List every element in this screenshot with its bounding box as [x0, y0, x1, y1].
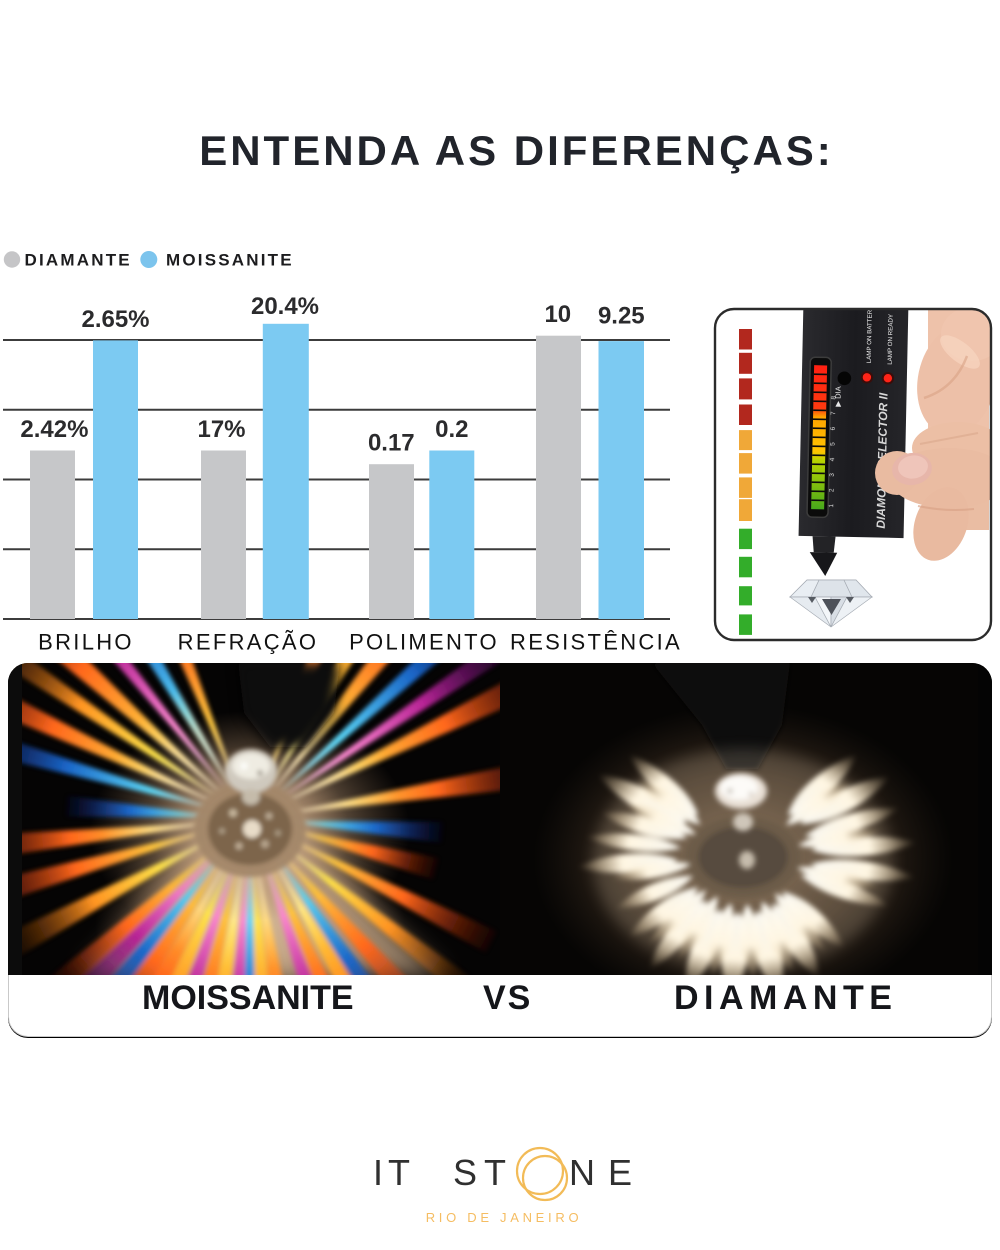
svg-text:REFRAÇÃO: REFRAÇÃO — [178, 630, 319, 655]
svg-text:10: 10 — [544, 301, 571, 328]
svg-text:MOISSANITE: MOISSANITE — [166, 251, 294, 270]
svg-text:T: T — [484, 1152, 506, 1193]
svg-text:1 2 3 4 5 6 7 8: 1 2 3 4 5 6 7 8 — [828, 391, 837, 508]
svg-text:I: I — [373, 1152, 383, 1193]
svg-text:S: S — [453, 1152, 477, 1193]
svg-text:DIAMANTE: DIAMANTE — [25, 251, 132, 270]
svg-text:RIO DE JANEIRO: RIO DE JANEIRO — [426, 1210, 583, 1225]
svg-text:20.4%: 20.4% — [251, 293, 319, 320]
svg-text:▶ DIA: ▶ DIA — [833, 386, 842, 407]
svg-text:9.25: 9.25 — [598, 303, 645, 330]
svg-text:N: N — [569, 1152, 595, 1193]
svg-text:2.65%: 2.65% — [81, 306, 149, 333]
svg-text:0.17: 0.17 — [368, 430, 415, 457]
svg-text:LAMP ON BATTER: LAMP ON BATTER — [866, 309, 874, 363]
svg-text:RESISTÊNCIA: RESISTÊNCIA — [510, 630, 682, 655]
svg-text:POLIMENTO: POLIMENTO — [349, 630, 499, 655]
svg-text:BRILHO: BRILHO — [38, 630, 134, 655]
svg-text:LAMP ON READY: LAMP ON READY — [887, 314, 895, 365]
svg-text:17%: 17% — [197, 416, 245, 443]
svg-text:2.42%: 2.42% — [20, 416, 88, 443]
svg-text:T: T — [388, 1152, 410, 1193]
svg-text:E: E — [608, 1152, 632, 1193]
svg-text:0.2: 0.2 — [435, 416, 468, 443]
